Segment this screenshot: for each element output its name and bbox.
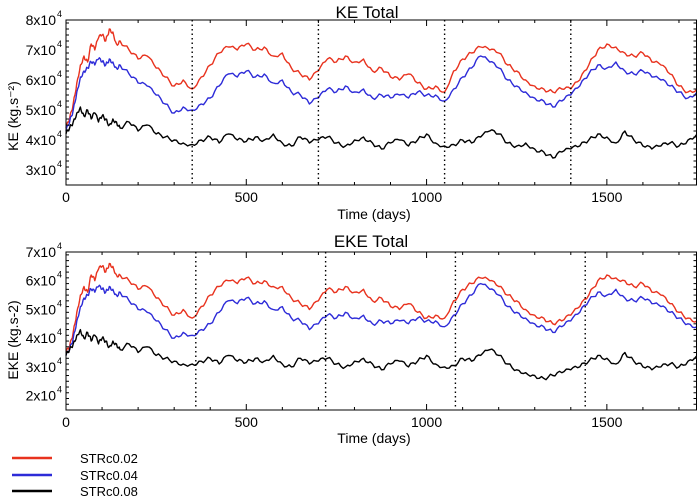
- ke-y-tick-exponent: 4: [57, 69, 62, 79]
- eke-y-tick-mantissa: 6x10: [26, 273, 57, 289]
- eke-y-tick-mantissa: 3x10: [26, 359, 57, 375]
- eke-y-tick-label: 4x10 4: [26, 327, 62, 346]
- ke-x-tick-label: 0: [62, 189, 70, 205]
- ke-series-line-strc0-08: [65, 106, 697, 159]
- eke-series-line-strc0-08: [65, 328, 697, 381]
- ke-y-tick-label: 5x10 4: [26, 99, 62, 118]
- ke-y-tick-exponent: 4: [57, 9, 62, 19]
- eke-y-tick-mantissa: 2x10: [26, 388, 57, 404]
- legend-label: STRc0.08: [80, 484, 138, 499]
- eke-y-tick-exponent: 4: [57, 385, 62, 395]
- ke-y-tick-mantissa: 5x10: [26, 102, 57, 118]
- ke-y-tick-exponent: 4: [57, 99, 62, 109]
- ke-y-tick-exponent: 4: [57, 129, 62, 139]
- eke-y-tick-exponent: 4: [57, 356, 62, 366]
- legend-item-strc0-04: STRc0.04: [12, 468, 138, 483]
- ke-y-axis-label: KE (kg.s⁻²): [5, 81, 21, 151]
- ke-y-tick-label: 8x10 4: [26, 9, 62, 28]
- ke-y-tick-label: 7x10 4: [26, 39, 62, 58]
- eke-series-line-strc0-02: [65, 262, 697, 353]
- eke-x-axis-label: Time (days): [337, 430, 410, 446]
- eke-y-tick-label: 7x10 4: [26, 241, 62, 260]
- eke-y-tick-exponent: 4: [57, 241, 62, 251]
- ke-x-tick-label: 1000: [411, 189, 442, 205]
- eke-y-tick-label: 2x10 4: [26, 385, 62, 404]
- ke-series-line-strc0-02: [65, 28, 697, 129]
- eke-y-tick-exponent: 4: [57, 327, 62, 337]
- ke-y-tick-mantissa: 7x10: [26, 42, 57, 58]
- eke-x-tick-label: 0: [62, 414, 70, 430]
- eke-x-tick-label: 1500: [591, 414, 622, 430]
- legend-item-strc0-02: STRc0.02: [12, 451, 138, 466]
- ke-y-tick-mantissa: 8x10: [26, 12, 57, 28]
- eke-x-tick-label: 1000: [411, 414, 442, 430]
- ke-x-tick-label: 500: [235, 189, 259, 205]
- eke-x-tick-label: 500: [235, 414, 259, 430]
- legend-label: STRc0.02: [80, 451, 138, 466]
- ke-y-tick-label: 3x10 4: [26, 159, 62, 178]
- ke-x-axis-label: Time (days): [337, 206, 410, 222]
- legend-label: STRc0.04: [80, 468, 138, 483]
- ke-y-tick-exponent: 4: [57, 39, 62, 49]
- eke-y-tick-label: 6x10 4: [26, 270, 62, 289]
- ke-y-tick-mantissa: 4x10: [26, 132, 57, 148]
- legend: STRc0.02 STRc0.04 STRc0.08: [12, 451, 138, 499]
- eke-series-line-strc0-04: [65, 282, 697, 356]
- ke-y-tick-mantissa: 6x10: [26, 72, 57, 88]
- eke-y-tick-mantissa: 4x10: [26, 330, 57, 346]
- eke-y-tick-mantissa: 5x10: [26, 301, 57, 317]
- eke-y-tick-mantissa: 7x10: [26, 244, 57, 260]
- eke-y-axis-label: EKE (kg.s-2): [5, 300, 21, 379]
- eke-y-tick-label: 3x10 4: [26, 356, 62, 375]
- ke-y-tick-label: 4x10 4: [26, 129, 62, 148]
- ke-chart-title: KE Total: [335, 3, 398, 22]
- eke-y-tick-exponent: 4: [57, 270, 62, 280]
- eke-chart-title: EKE Total: [334, 232, 408, 251]
- ke-y-tick-exponent: 4: [57, 159, 62, 169]
- ke-x-tick-label: 1500: [591, 189, 622, 205]
- legend-item-strc0-08: STRc0.08: [12, 484, 138, 499]
- eke-y-tick-exponent: 4: [57, 298, 62, 308]
- eke-y-tick-label: 5x10 4: [26, 298, 62, 317]
- ke-y-tick-label: 6x10 4: [26, 69, 62, 88]
- ke-series-line-strc0-04: [65, 55, 697, 132]
- ke-y-tick-mantissa: 3x10: [26, 162, 57, 178]
